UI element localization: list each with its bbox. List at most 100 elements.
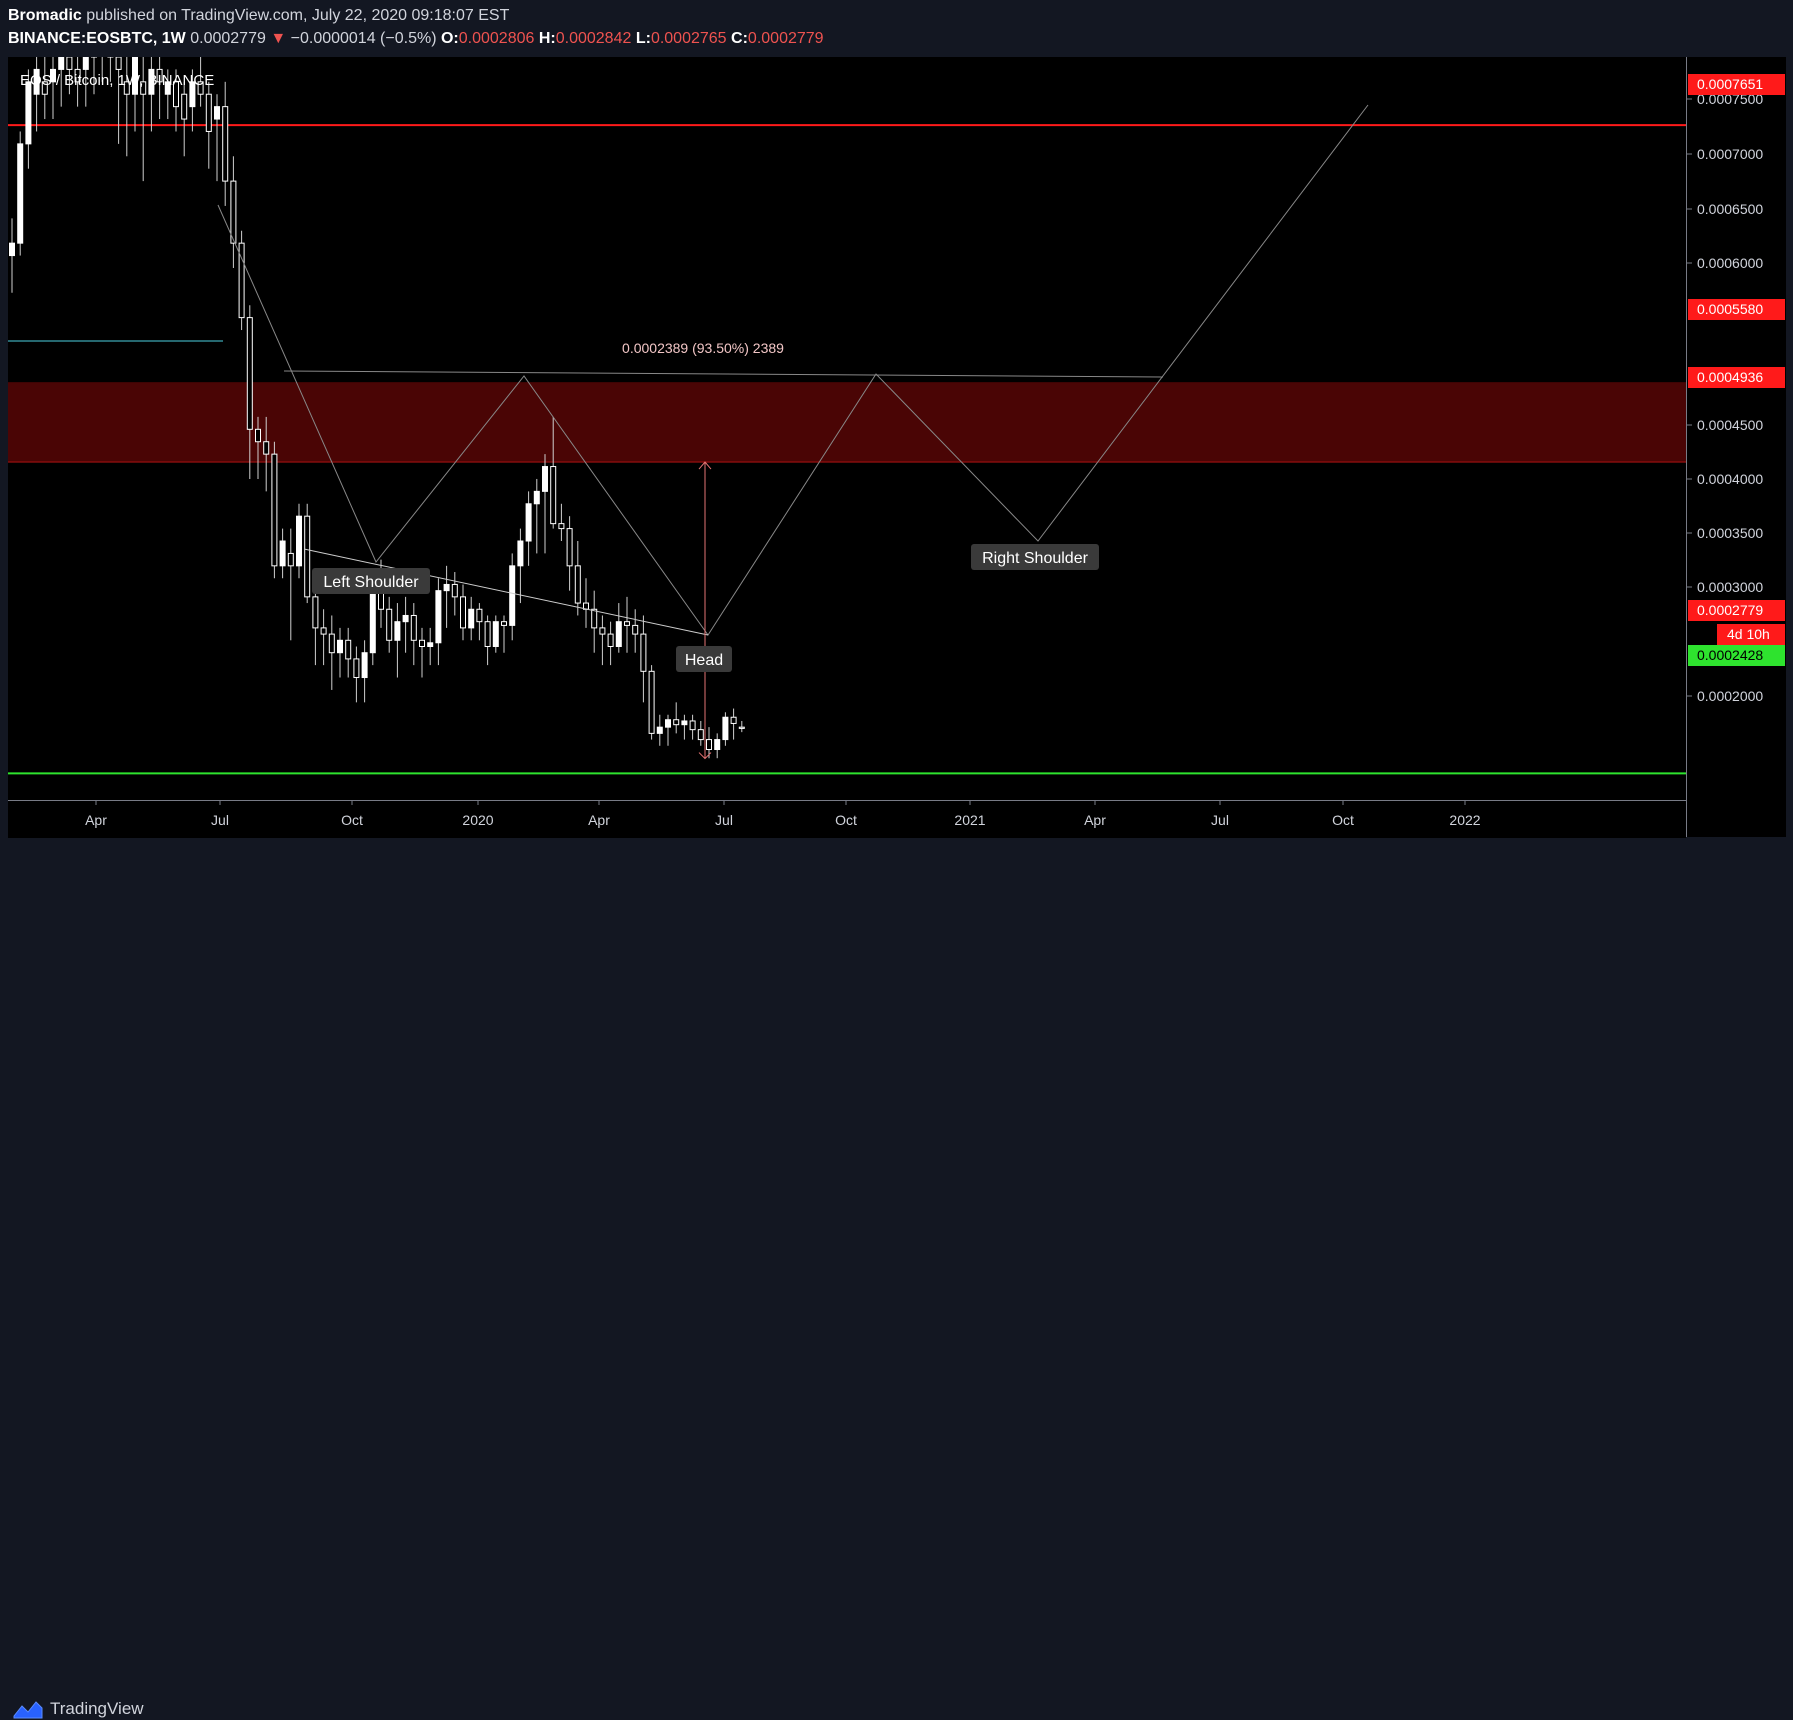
price-label-support: 0.0002428	[1697, 647, 1763, 663]
candle-body	[25, 81, 32, 145]
candle-body	[328, 633, 335, 654]
chart-header: Bromadic published on TradingView.com, J…	[0, 0, 1793, 57]
measure-arrowhead-bottom	[698, 752, 712, 760]
head-label: Head	[685, 652, 723, 669]
symbol-label: BINANCE:EOSBTC, 1W	[8, 30, 186, 47]
tradingview-logo[interactable]: TradingView	[10, 1698, 144, 1720]
candle-body	[517, 540, 524, 567]
candle-body	[148, 68, 155, 95]
ohlc-line: BINANCE:EOSBTC, 1W 0.0002779 ▼ −0.000001…	[8, 29, 824, 49]
candle-body	[665, 719, 671, 728]
candle-body	[255, 428, 261, 443]
candle-body	[386, 608, 393, 641]
chart-pane[interactable]: 0.0002389 (93.50%) 2389 Left Shoulder Head…	[8, 57, 1686, 837]
open-value: 0.0002806	[458, 30, 535, 47]
candle-body	[697, 729, 704, 741]
candle-body	[361, 652, 368, 679]
candle-body	[550, 466, 557, 525]
candle-body	[230, 180, 237, 244]
candle-body	[271, 453, 278, 567]
y-tick-label: 0.0006000	[1697, 255, 1763, 271]
candle-body	[738, 726, 745, 729]
candle-body	[312, 596, 319, 629]
candle-body	[533, 490, 540, 505]
candle-body	[287, 552, 294, 567]
candle-body	[484, 621, 491, 647]
symbol-title: EOS / Bitcoin, 1W, BINANCE	[20, 72, 215, 89]
candle-body	[419, 639, 425, 647]
candle-body	[607, 633, 614, 647]
time-axis[interactable]: Apr Jul Oct 2020 Apr Jul Oct 2021 Apr Jul Oct 2022	[8, 800, 1686, 838]
price-label-countdown: 4d 10h	[1727, 626, 1770, 642]
candle-body	[17, 143, 24, 244]
high-value: 0.0002842	[555, 30, 632, 47]
x-tick-label: Apr	[1084, 812, 1106, 828]
candle-body	[263, 441, 270, 455]
candle-body	[74, 68, 81, 83]
candle-body	[238, 242, 245, 319]
candle-body	[140, 81, 147, 95]
y-tick-label: 0.0006500	[1697, 201, 1763, 217]
candle-body	[173, 81, 179, 108]
candle-body	[50, 68, 56, 83]
candle-body	[41, 81, 48, 95]
left-shoulder-label: Left Shoulder	[323, 574, 419, 591]
candle-body	[369, 590, 376, 654]
high-label: H:	[538, 30, 556, 47]
chart-canvas[interactable]: 0.0002389 (93.50%) 2389 Left Shoulder Head…	[8, 57, 1686, 800]
candle-body	[525, 503, 532, 542]
x-tick-label: Jul	[1211, 812, 1229, 828]
y-tick-label: 0.0002000	[1697, 688, 1763, 704]
neckline	[283, 370, 1164, 378]
x-tick-label: 2020	[462, 812, 493, 828]
candle-body	[443, 583, 450, 592]
candle-body	[640, 633, 647, 672]
time-axis-canvas[interactable]: Apr Jul Oct 2020 Apr Jul Oct 2021 Apr Jul Oct 2022	[8, 801, 1686, 838]
author-name[interactable]: Bromadic	[8, 7, 82, 24]
price-label-support-box	[1688, 645, 1785, 666]
candle-body	[197, 81, 204, 95]
x-tick-label: Jul	[715, 812, 733, 828]
candle-body	[222, 106, 229, 182]
candle-body	[410, 614, 417, 641]
low-value: 0.0002765	[650, 30, 727, 47]
x-tick-label: Oct	[1332, 812, 1354, 828]
candle-body	[706, 739, 712, 751]
price-label-countdown-box	[1717, 624, 1785, 645]
x-tick-label: Oct	[341, 812, 363, 828]
lower-trendline	[303, 548, 709, 636]
price-label-resistance-box	[1688, 74, 1785, 95]
candle-body	[599, 627, 606, 635]
price-label-zone-top: 0.0005580	[1697, 301, 1763, 317]
footer: TradingView	[0, 844, 1793, 1719]
candle-body	[722, 716, 729, 741]
price-label-zone-bottom-box	[1688, 367, 1785, 388]
y-tick-label: 0.0004500	[1697, 417, 1763, 433]
measure-arrowhead-top	[698, 461, 712, 470]
pattern-projection-line	[217, 104, 1369, 636]
close-value: 0.0002779	[747, 30, 824, 47]
price-label-zone-top-box	[1688, 299, 1785, 320]
publish-info: published on TradingView.com, July 22, 2…	[86, 7, 510, 24]
y-tick-label: 0.0007000	[1697, 146, 1763, 162]
candle-body	[435, 590, 442, 644]
left-shoulder-label-box	[312, 568, 430, 594]
price-label-last-box	[1688, 600, 1785, 621]
candle-body	[460, 596, 466, 629]
candle-body	[402, 614, 409, 623]
candle-body	[714, 739, 721, 751]
candle-body	[574, 565, 581, 604]
candle-body	[542, 466, 548, 492]
x-tick-label: Apr	[85, 812, 107, 828]
candle-body	[648, 670, 655, 734]
candle-body	[509, 565, 516, 626]
price-change: −0.0000014 (−0.5%)	[290, 30, 437, 47]
candle-body	[181, 93, 188, 120]
candle-body	[205, 93, 212, 132]
price-axis-canvas[interactable]: 0.00075000.00070000.00065000.00060000.00…	[1687, 57, 1786, 837]
candle-body	[468, 608, 475, 629]
candle-body	[337, 639, 343, 654]
candle-body	[591, 608, 598, 629]
price-axis[interactable]: 0.0007500 0.0007000 0.0006500 0.0006000 0.00…	[1686, 57, 1786, 837]
last-price: 0.0002779	[190, 30, 266, 47]
